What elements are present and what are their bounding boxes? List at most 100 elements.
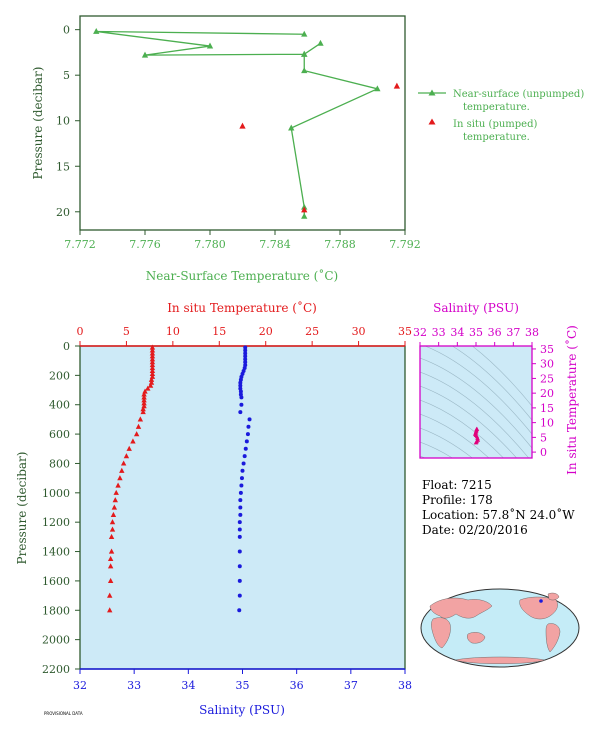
near-surface-temperature-point [301,50,308,57]
density-contour [424,346,532,435]
salinity-point [247,417,252,422]
salinity-point [243,357,248,362]
legend-point-label: In situ (pumped) [453,119,537,130]
temperature-point [120,460,127,466]
temperature-tick-label: 35 [398,325,412,338]
density-contour [420,427,473,458]
top-y-tick-label: 0 [63,24,70,37]
temperature-point [115,482,121,488]
temperature-point [135,423,142,429]
top-y-tick-label: 15 [56,160,70,173]
salinity-point [244,439,249,444]
near-surface-temperature-point [301,30,308,37]
temperature-point [149,356,156,362]
salinity-point [243,360,248,365]
temperature-point [149,350,156,356]
top-x-tick-label: 7.792 [389,238,421,251]
salinity-point [243,446,248,451]
temperature-point [109,519,116,525]
temperature-point [137,416,144,422]
temperature-tick-label: 25 [305,325,319,338]
legend-point-marker [428,118,436,125]
salinity-tick-label: 36 [290,679,304,692]
density-contour [420,441,453,458]
salinity-point [237,534,242,539]
salinity-point [238,498,243,503]
pressure-tick-label: 600 [49,428,70,441]
salinity-point [237,527,242,532]
map-land-africa [431,617,451,649]
top-chart-y-label: Pressure (decibar) [31,67,45,180]
ts-points [473,426,481,445]
temperature-tick-label: 15 [212,325,226,338]
float-location-marker [539,599,543,603]
salinity-point [243,354,248,359]
ts-y-label: In situ Temperature (˚C) [564,325,579,475]
ts-x-tick-label: 36 [488,326,502,339]
near-surface-temperature-point [206,42,214,49]
profile-chart: 0 5 10 15 20 25 30 35 32 33 34 35 36 37 38 0 200 400 600 80… [15,300,412,717]
ts-y-tick-label: 15 [540,402,554,415]
ts-y-tick-label: 30 [540,358,554,371]
temperature-point [107,555,114,561]
pressure-tick-label: 1200 [42,516,70,529]
temperature-point [119,467,125,473]
salinity-point [238,389,243,394]
salinity-point [237,608,242,613]
pressure-tick-label: 0 [63,340,70,353]
temperature-tick-label: 5 [123,325,130,338]
salinity-point [238,490,243,495]
near-surface-temperature-line [96,30,380,217]
temperature-point [145,385,151,391]
in-situ-pumped-temperature-point [301,206,308,213]
map-land-northamerica [519,596,558,620]
near-surface-temperature-point [93,27,100,34]
ts-x-tick-label: 33 [432,326,446,339]
ts-point [473,440,479,445]
profile-y-label: Pressure (decibar) [15,452,29,565]
map-land-greenland [547,592,560,601]
map-land-antarctica [454,656,546,664]
temperature-point [107,577,114,584]
salinity-point [243,345,248,350]
ts-x-label: Salinity (PSU) [433,301,519,315]
salinity-tick-label: 35 [236,679,250,692]
temperature-tick-label: 30 [352,325,366,338]
salinity-tick-label: 34 [181,679,195,692]
legend-point-label-2: temperature. [463,132,530,143]
salinity-point [239,483,244,488]
ts-x-tick-label: 34 [450,326,464,339]
density-contour [420,385,517,458]
density-contour [471,346,532,407]
near-surface-temperature-point [141,51,149,58]
world-map [420,588,580,668]
salinity-tick-label: 33 [127,679,141,692]
ts-point [475,435,480,441]
temperature-point [149,347,156,353]
salinity-tick-label: 38 [398,679,412,692]
temperature-tick-label: 10 [166,325,180,338]
ts-x-tick-label: 35 [469,326,483,339]
legend-line-label-2: temperature. [463,102,530,113]
temperature-point [149,365,156,371]
salinity-point [243,351,248,356]
top-x-tick-label: 7.784 [259,238,291,251]
float-info-panel: Float: 7215 Profile: 178 Location: 57.8˚… [422,478,575,538]
ts-y-tick-label: 10 [540,417,554,430]
temperature-point [141,400,147,406]
ts-y-tick-label: 0 [540,446,547,459]
temperature-point [107,592,113,598]
near-surface-temperature-markers [93,27,381,219]
pressure-tick-label: 2000 [42,634,70,647]
temperature-point [108,533,115,539]
profile-axis-ticks: 0 5 10 15 20 25 30 35 32 33 34 35 36 37 38 0 200 400 600 80… [42,325,412,692]
near-surface-temperature-point [288,124,295,131]
pressure-tick-label: 400 [49,399,70,412]
temperature-tick-label: 0 [77,325,84,338]
salinity-point [237,520,242,525]
in-situ-temperature-points [107,344,156,613]
temperature-point [140,406,146,412]
in-situ-pumped-temperature-markers [239,82,401,213]
